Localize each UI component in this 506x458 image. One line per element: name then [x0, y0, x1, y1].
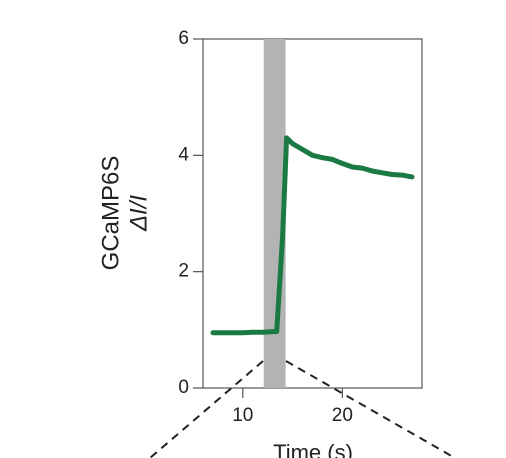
y-axis-label-line1: GCaMP6S [97, 156, 124, 271]
y-tick-label: 4 [178, 144, 189, 165]
x-axis-label: Time (s) [273, 440, 353, 458]
y-axis-label-line2: ΔI/I [125, 195, 152, 232]
zoom-line-left [149, 360, 264, 458]
x-tick-label: 10 [232, 405, 253, 426]
plot-frame [202, 38, 423, 389]
zoom-line-right [285, 360, 456, 458]
y-tick-label: 2 [178, 261, 189, 282]
x-tick-label: 20 [332, 405, 353, 426]
y-tick-label: 0 [178, 377, 189, 398]
series-line [210, 135, 415, 336]
y-tick-label: 6 [178, 28, 189, 49]
